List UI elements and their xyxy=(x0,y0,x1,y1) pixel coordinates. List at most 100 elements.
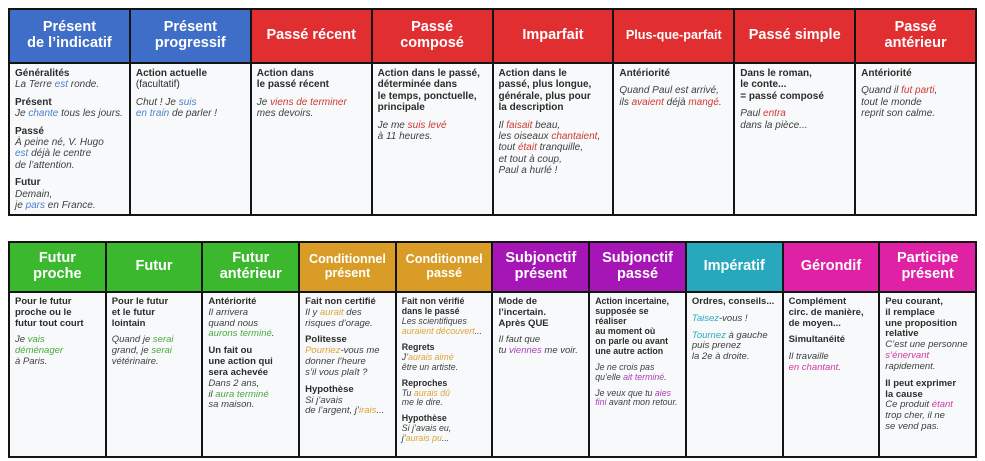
column-header-imperatif: Impératif xyxy=(686,243,782,293)
column-header-present-indicatif: Présent de l’indicatif xyxy=(10,10,129,64)
verb-highlight: fut parti xyxy=(901,85,935,97)
example-text: , tout le monde reprit son calme. xyxy=(861,85,938,120)
example-text: tranquille, et tout à coup, Paul a hurlé… xyxy=(498,142,584,177)
tense-column-present-progressif: Présent progressif Action actuelle (facult… xyxy=(130,10,250,214)
tense-column-plus-que-parfait: Plus-que-parfait Antériorité Quand Paul es… xyxy=(614,10,734,214)
column-header-participe-present: Participe présent xyxy=(880,243,975,293)
column-header-futur-anterieur: Futur antérieur xyxy=(203,243,299,293)
verb-highlight: en chantant xyxy=(788,362,839,374)
tense-column-participe-present: Participe présent Peu courant, il remplac… xyxy=(880,243,975,456)
example-sentence: Tu aurais dû me le dire. xyxy=(401,388,488,409)
column-body-gerondif: Complément circ. de manière, de moyen...… xyxy=(784,293,879,456)
verb-highlight: pars xyxy=(25,199,46,211)
usage-block: Quand il fut parti, tout le monde reprit… xyxy=(861,85,971,119)
example-text: Quand il xyxy=(861,85,902,97)
usage-label: Simultanéité xyxy=(788,334,846,346)
example-text: ... xyxy=(441,433,450,444)
example-text: des risques d’orage. xyxy=(305,306,373,329)
example-sentence: Quand il fut parti, tout le monde reprit… xyxy=(861,85,971,119)
usage-label: Pour le futur proche ou le futur tout co… xyxy=(15,296,84,329)
usage-block: Fait non certifié Il y aurait des risques… xyxy=(305,296,391,329)
example-sentence: Paul entra dans la pièce... xyxy=(740,108,850,131)
example-text: . xyxy=(271,328,275,340)
example-text: avant mon retour. xyxy=(606,397,678,408)
tense-column-conditionnel-present: Conditionnel présent Fait non certifié Il … xyxy=(300,243,395,456)
tense-column-passe-compose: Passé composé Action dans le passé, déter… xyxy=(372,10,492,214)
verb-highlight: avaient xyxy=(631,96,664,108)
example-text: ... xyxy=(474,325,483,336)
example-sentence: C’est une personne s’énervant rapidement… xyxy=(885,339,971,372)
example-sentence: Chut ! Je suis en train de parler ! xyxy=(136,97,246,120)
column-body-present-indicatif: Généralités La Terre est ronde. Présent Je … xyxy=(10,64,129,214)
verb-highlight: Tournez xyxy=(691,329,726,341)
usage-label: Complément circ. de manière, de moyen... xyxy=(788,296,864,329)
verb-highlight: faisait xyxy=(506,119,533,131)
example-text: déjà le centre de l’attention. xyxy=(15,148,92,171)
usage-label: Généralités xyxy=(15,68,70,79)
usage-block: Simultanéité xyxy=(789,335,875,346)
example-text: ... xyxy=(376,405,385,417)
example-text: me le dire. xyxy=(401,397,443,408)
example-sentence: Taisez-vous ! xyxy=(692,312,778,325)
example-sentence: Si j’avais de l’argent, j’irais... xyxy=(305,394,391,418)
example-text: Ce produit xyxy=(885,399,932,411)
verb-highlight: mangé xyxy=(688,96,719,108)
verb-highlight: ait terminé xyxy=(623,371,665,382)
example-text: Paul xyxy=(740,108,764,120)
tense-column-conditionnel-passe: Conditionnel passé Fait non vérifié dans … xyxy=(396,243,492,456)
usage-label: Hypothèse xyxy=(401,413,447,424)
usage-label: Passé xyxy=(15,125,44,137)
column-body-plus-que-parfait: Antériorité Quand Paul est arrivé, ils av… xyxy=(614,64,733,214)
usage-label: Pour le futur et le futur lointain xyxy=(111,296,169,329)
example-text: Il arrivera quand nous xyxy=(208,306,259,329)
column-header-imparfait: Imparfait xyxy=(493,10,613,64)
verb-highlight: aurons terminé xyxy=(208,328,272,340)
usage-label: Un fait ou une action qui sera achevée xyxy=(208,345,273,378)
example-text: . xyxy=(664,371,667,382)
example-text: Les scientifiques xyxy=(401,315,467,326)
tense-column-imperatif: Impératif Ordres, conseils... Taisez-vous … xyxy=(686,243,782,456)
example-text: être un artiste. xyxy=(401,361,459,372)
example-sentence: Ce produit étant trop cher, il ne se ven… xyxy=(885,399,971,433)
example-sentence: J’aurais aimé être un artiste. xyxy=(401,351,488,373)
example-text: Si j’avais de l’argent, j’ xyxy=(305,394,359,417)
verb-highlight: serai xyxy=(151,345,172,357)
example-sentence: La Terre est ronde. xyxy=(15,79,125,90)
usage-block: Pour le futur proche ou le futur tout co… xyxy=(15,296,101,329)
column-body-imparfait: Action dans le passé, plus longue, génér… xyxy=(494,64,613,214)
example-sentence: Quand je serai grand, je serai vétérinai… xyxy=(111,334,198,368)
verb-highlight: aurais aimé xyxy=(408,351,454,362)
column-body-present-progressif: Action actuelle (facultatif) Chut ! Je sui… xyxy=(131,64,250,214)
example-text: -vous ! xyxy=(719,312,748,324)
usage-block: Futur Demain, je pars en France. xyxy=(15,177,125,211)
example-text: en France. xyxy=(45,199,96,211)
example-sentence: Je chante tous les jours. xyxy=(15,108,125,119)
usage-block: Présent Je chante tous les jours. xyxy=(15,97,125,120)
column-body-passe-anterieur: Antériorité Quand il fut parti, tout le m… xyxy=(856,64,975,214)
usage-block: Action dans le passé récent xyxy=(257,68,367,91)
verb-highlight: viens de terminer xyxy=(270,96,347,108)
usage-block: Hypothèse Si j’avais de l’argent, j’irais… xyxy=(305,384,391,418)
example-text: ronde. xyxy=(68,79,100,91)
usage-label: Politesse xyxy=(305,334,347,346)
column-body-futur-proche: Pour le futur proche ou le futur tout co… xyxy=(10,293,105,456)
verb-highlight: était xyxy=(517,142,537,154)
usage-label: Fait non certifié xyxy=(305,296,376,307)
example-text: sa maison. xyxy=(208,399,255,411)
verb-highlight: serai xyxy=(152,334,174,346)
example-text: Je ne crois pas qu’elle xyxy=(595,361,655,382)
column-header-subjonctif-passe: Subjonctif passé xyxy=(590,243,685,293)
example-text: vétérinaire. xyxy=(111,356,159,368)
example-text: tous les jours. xyxy=(58,108,123,120)
example-text: dans la pièce... xyxy=(740,119,808,131)
usage-block: Passé À peine né, V. Hugo est déjà le cen… xyxy=(15,126,125,172)
verb-highlight: est xyxy=(54,79,68,91)
example-text: beau, les oiseaux xyxy=(498,119,561,142)
example-text: Il y xyxy=(305,306,320,318)
example-text: . xyxy=(838,362,841,374)
usage-block: Je me suis levé à 11 heures. xyxy=(378,120,488,143)
example-sentence: Tournez à gauche puis prenez la 2e à dro… xyxy=(691,329,778,363)
example-text: Chut ! Je xyxy=(135,96,179,108)
usage-block: Hypothèse Si j’avais eu, j’aurais pu... xyxy=(401,413,488,444)
usage-block: Complément circ. de manière, de moyen... xyxy=(788,296,875,329)
